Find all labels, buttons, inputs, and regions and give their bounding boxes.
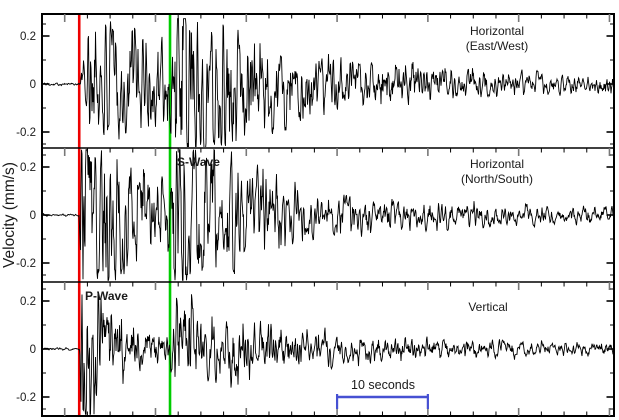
panel-label-ns-line2: (North/South) <box>461 172 533 186</box>
axes-layer <box>41 13 615 417</box>
scalebar <box>335 394 429 409</box>
ytick-label: 0 <box>30 210 36 222</box>
p-wave-label: P-Wave <box>85 289 128 303</box>
panel-label-vertical: Vertical <box>468 300 507 314</box>
panel-label-ew-line2: (East/West) <box>466 39 528 53</box>
panel-label-ew-line1: Horizontal <box>470 24 524 38</box>
scalebar-label: 10 seconds <box>351 378 415 392</box>
trace-north-south <box>43 149 613 281</box>
ytick-label: 0 <box>30 79 36 91</box>
panel-label-ns-line1: Horizontal <box>470 157 524 171</box>
ytick-label: -0.2 <box>16 127 36 139</box>
ytick-label: 0.2 <box>20 31 36 43</box>
s-wave-label: S-Wave <box>177 155 220 169</box>
ytick-label: -0.2 <box>16 392 36 404</box>
ytick-label: -0.2 <box>16 258 36 270</box>
ytick-label: 0 <box>30 344 36 356</box>
ytick-label: 0.2 <box>20 162 36 174</box>
y-axis-title: Velocity (mm/s) <box>1 162 18 268</box>
trace-east-west <box>43 18 613 147</box>
ytick-label: 0.2 <box>20 296 36 308</box>
traces-layer <box>43 18 613 415</box>
trace-vertical <box>43 291 613 415</box>
